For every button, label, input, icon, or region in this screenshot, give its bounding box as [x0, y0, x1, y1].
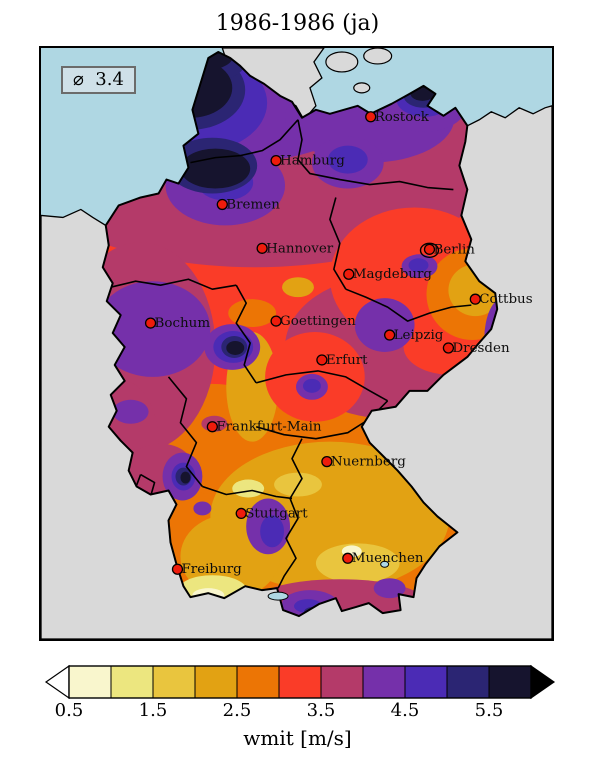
city-label: Freiburg — [181, 562, 242, 577]
city-marker-magdeburg — [343, 268, 355, 280]
city-markers: Rostock Hamburg Bremen Hannover BerlinMagdeb… — [144, 110, 533, 577]
city-label: Erfurt — [326, 353, 368, 368]
colorbar-tick: 5.5 — [474, 700, 504, 721]
berlin-state-border — [419, 242, 440, 258]
city-label: Berlin — [433, 242, 475, 257]
city-label: Leipzig — [394, 328, 444, 343]
contour-region — [102, 281, 211, 377]
city-label: Hamburg — [280, 154, 345, 169]
contour-region — [408, 258, 429, 273]
state-border — [277, 438, 303, 589]
colorbar-segment — [68, 665, 112, 699]
average-box: ⌀ 3.4 — [61, 66, 136, 94]
colorbar-segment — [320, 665, 364, 699]
contour-region — [112, 399, 149, 424]
colorbar-segment — [194, 665, 238, 699]
state-border — [202, 485, 293, 500]
state-border — [235, 284, 257, 384]
colorbar-segment — [152, 665, 196, 699]
city-marker-berlin — [423, 243, 436, 255]
state-border — [297, 119, 454, 191]
city-marker-cottbus — [469, 293, 481, 305]
city-label: Stuttgart — [245, 506, 308, 521]
contour-region — [354, 298, 415, 352]
colorbar — [44, 664, 556, 700]
contour-region — [302, 378, 321, 393]
state-border — [110, 278, 237, 290]
contour-region — [373, 578, 406, 599]
city-marker-leipzig — [384, 329, 396, 341]
colorbar-tick: 3.5 — [306, 700, 336, 721]
city-marker-freiburg — [171, 563, 184, 575]
city-marker-frankfurt-main — [206, 421, 218, 433]
city-label: Hannover — [266, 241, 334, 256]
city-marker-rostock — [365, 111, 377, 123]
colorbar-segment — [236, 665, 280, 699]
city-marker-nuernberg — [321, 455, 333, 468]
germany-border — [101, 50, 499, 618]
colorbar-segment — [488, 665, 532, 699]
island — [353, 82, 371, 94]
island — [363, 48, 393, 65]
city-label: Muenchen — [352, 551, 424, 566]
island — [325, 51, 359, 73]
map-canvas: Rostock Hamburg Bremen Hannover Berlin Magdeb… — [39, 46, 554, 641]
city-label: Bochum — [155, 316, 211, 331]
city-label: Bremen — [226, 197, 280, 212]
city-marker-goettingen — [270, 315, 282, 327]
state-border — [167, 376, 203, 488]
contour-region — [180, 471, 191, 484]
germany-wind-map: Rostock Hamburg Bremen Hannover BerlinMagdeb… — [41, 48, 552, 639]
city-label: Rostock — [375, 110, 430, 125]
contour-region — [260, 515, 285, 548]
colorbar-tick: 1.5 — [138, 700, 168, 721]
colorbar-outline — [68, 665, 532, 699]
colorbar-under-arrow — [44, 664, 70, 700]
city-marker-bochum — [144, 317, 157, 329]
colorbar-segment — [278, 665, 322, 699]
contour-region — [232, 479, 265, 498]
colorbar-segment — [446, 665, 490, 699]
contour-region — [193, 501, 212, 516]
state-border — [190, 119, 299, 164]
city-marker-bremen — [216, 198, 228, 211]
lake — [267, 591, 289, 601]
colorbar-segment — [362, 665, 406, 699]
city-label: Frankfurt-Main — [216, 420, 322, 435]
contour-region — [315, 543, 400, 584]
contour-region — [327, 145, 368, 174]
state-border — [255, 370, 389, 402]
colorbar-tick: 2.5 — [222, 700, 252, 721]
contour-region — [226, 341, 245, 355]
colorbar-tick: 0.5 — [54, 700, 84, 721]
city-label: Dresden — [452, 341, 510, 356]
city-marker-erfurt — [316, 354, 328, 366]
city-label: Nuernberg — [331, 455, 406, 470]
city-label: Magdeburg — [353, 267, 433, 282]
city-label: Cottbus — [479, 292, 532, 307]
lake — [380, 560, 390, 568]
city-marker-hannover — [256, 242, 268, 254]
city-marker-stuttgart — [235, 507, 247, 520]
state-border — [329, 197, 347, 290]
colorbar-segment — [404, 665, 448, 699]
contour-region — [282, 277, 314, 298]
page-title: 1986-1986 (ja) — [215, 11, 380, 36]
city-label: Goettingen — [280, 314, 356, 329]
state-border — [345, 288, 472, 322]
contour-region — [180, 148, 251, 189]
city-marker-hamburg — [270, 154, 282, 167]
city-marker-dresden — [442, 342, 455, 354]
colorbar-segment — [110, 665, 154, 699]
contour-region — [228, 299, 277, 328]
colorbar-over-arrow — [530, 664, 556, 700]
colorbar-label: wmit [m/s] — [243, 726, 352, 750]
colorbar-tick: 4.5 — [390, 700, 420, 721]
city-marker-muenchen — [342, 552, 354, 564]
